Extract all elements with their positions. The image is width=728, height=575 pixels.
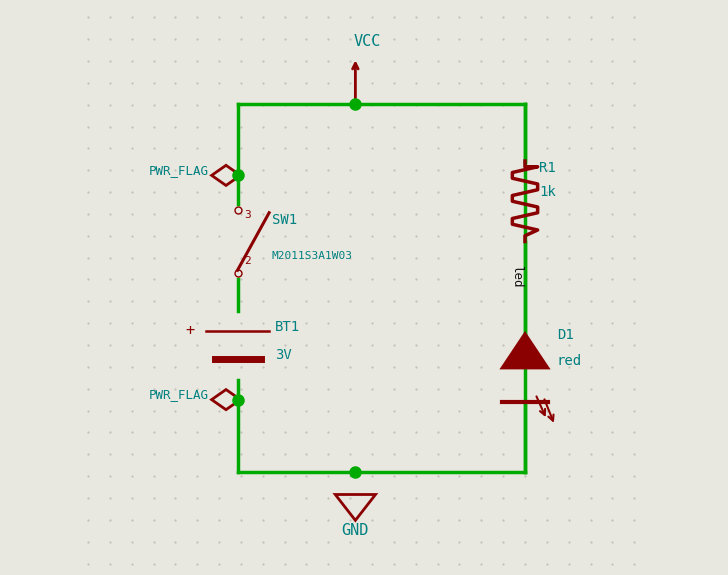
Text: red: red [557,354,582,368]
Text: PWR_FLAG: PWR_FLAG [149,164,209,177]
Text: led: led [510,264,523,288]
Polygon shape [502,334,548,368]
Text: PWR_FLAG: PWR_FLAG [149,388,209,401]
Text: M2011S3A1W03: M2011S3A1W03 [272,251,353,260]
Text: +: + [185,323,194,338]
Text: GND: GND [341,523,369,538]
Text: 1k: 1k [539,185,556,198]
Text: SW1: SW1 [272,213,297,227]
Text: 2: 2 [245,256,251,266]
Text: 3: 3 [245,210,251,220]
Text: BT1: BT1 [275,320,300,334]
Text: VCC: VCC [353,34,381,49]
Text: R1: R1 [539,162,556,175]
Text: 3V: 3V [275,348,292,362]
Text: D1: D1 [557,328,574,342]
